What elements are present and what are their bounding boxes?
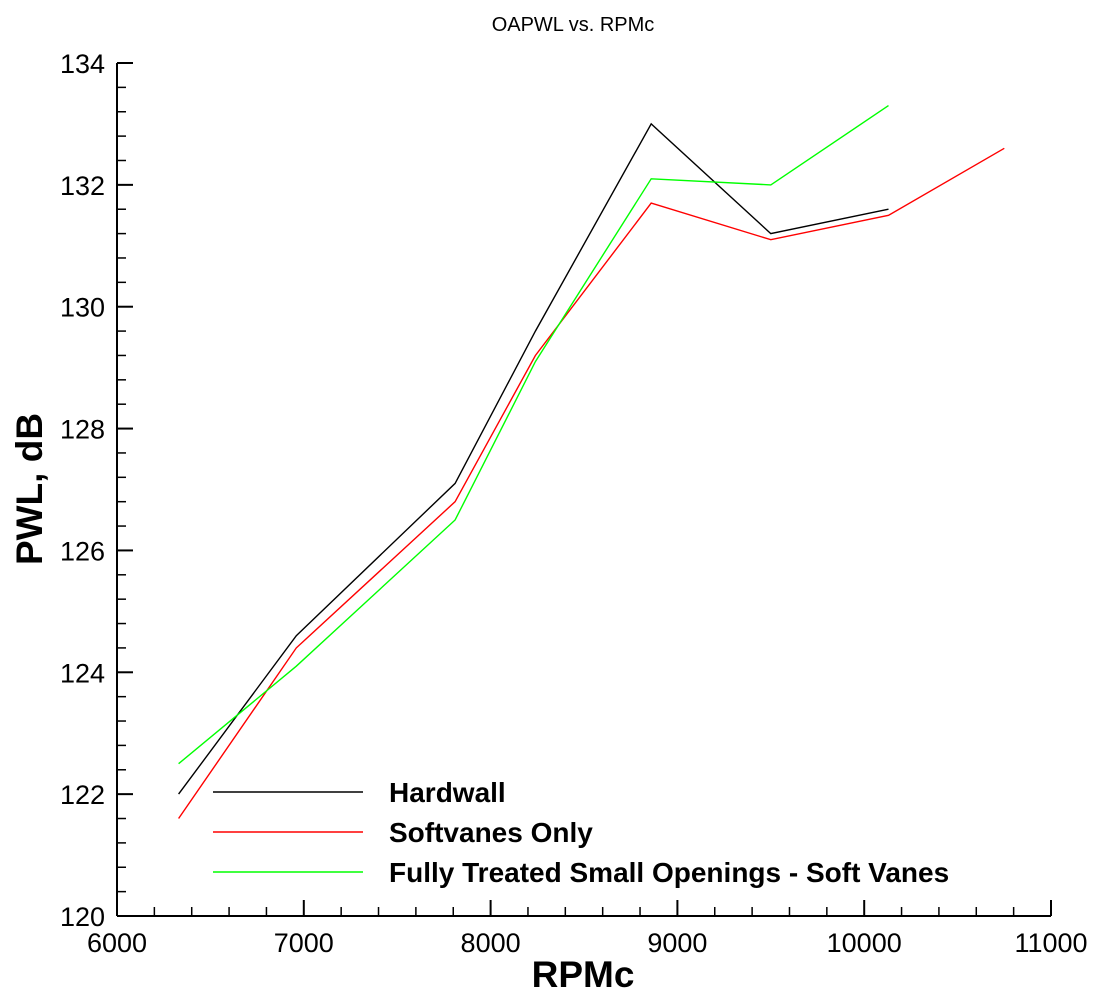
axes: 6000 7000 8000 9000 10000 11000 120 122 124 126 12… — [60, 49, 1088, 958]
x-tick-label: 7000 — [274, 928, 334, 958]
chart-title: OAPWL vs. RPMc — [492, 14, 655, 36]
x-tick-label: 9000 — [647, 928, 707, 958]
y-tick-label: 120 — [60, 902, 105, 932]
legend: Hardwall Softvanes Only Fully Treated Smal… — [213, 777, 949, 888]
x-tick-label: 10000 — [827, 928, 902, 958]
series-line-3 — [178, 105, 889, 765]
legend-label: Softvanes Only — [389, 817, 593, 848]
series-line-2 — [178, 147, 1005, 819]
y-tick-label: 126 — [60, 536, 105, 566]
y-tick-label: 130 — [60, 293, 105, 323]
series-lines — [178, 105, 1005, 819]
y-tick-label: 128 — [60, 415, 105, 445]
y-tick-label: 134 — [60, 49, 105, 79]
x-tick-label: 11000 — [1014, 928, 1087, 958]
x-tick-label: 6000 — [87, 928, 147, 958]
legend-label: Fully Treated Small Openings - Soft Vane… — [389, 857, 949, 888]
y-axis-label: PWL, dB — [9, 413, 50, 565]
y-tick-label: 122 — [60, 780, 105, 810]
legend-label: Hardwall — [389, 777, 506, 808]
y-tick-label: 132 — [60, 171, 105, 201]
series-line-1 — [178, 122, 889, 795]
x-tick-label: 8000 — [461, 928, 521, 958]
x-axis-label: RPMc — [532, 954, 635, 994]
y-tick-label: 124 — [60, 658, 105, 688]
